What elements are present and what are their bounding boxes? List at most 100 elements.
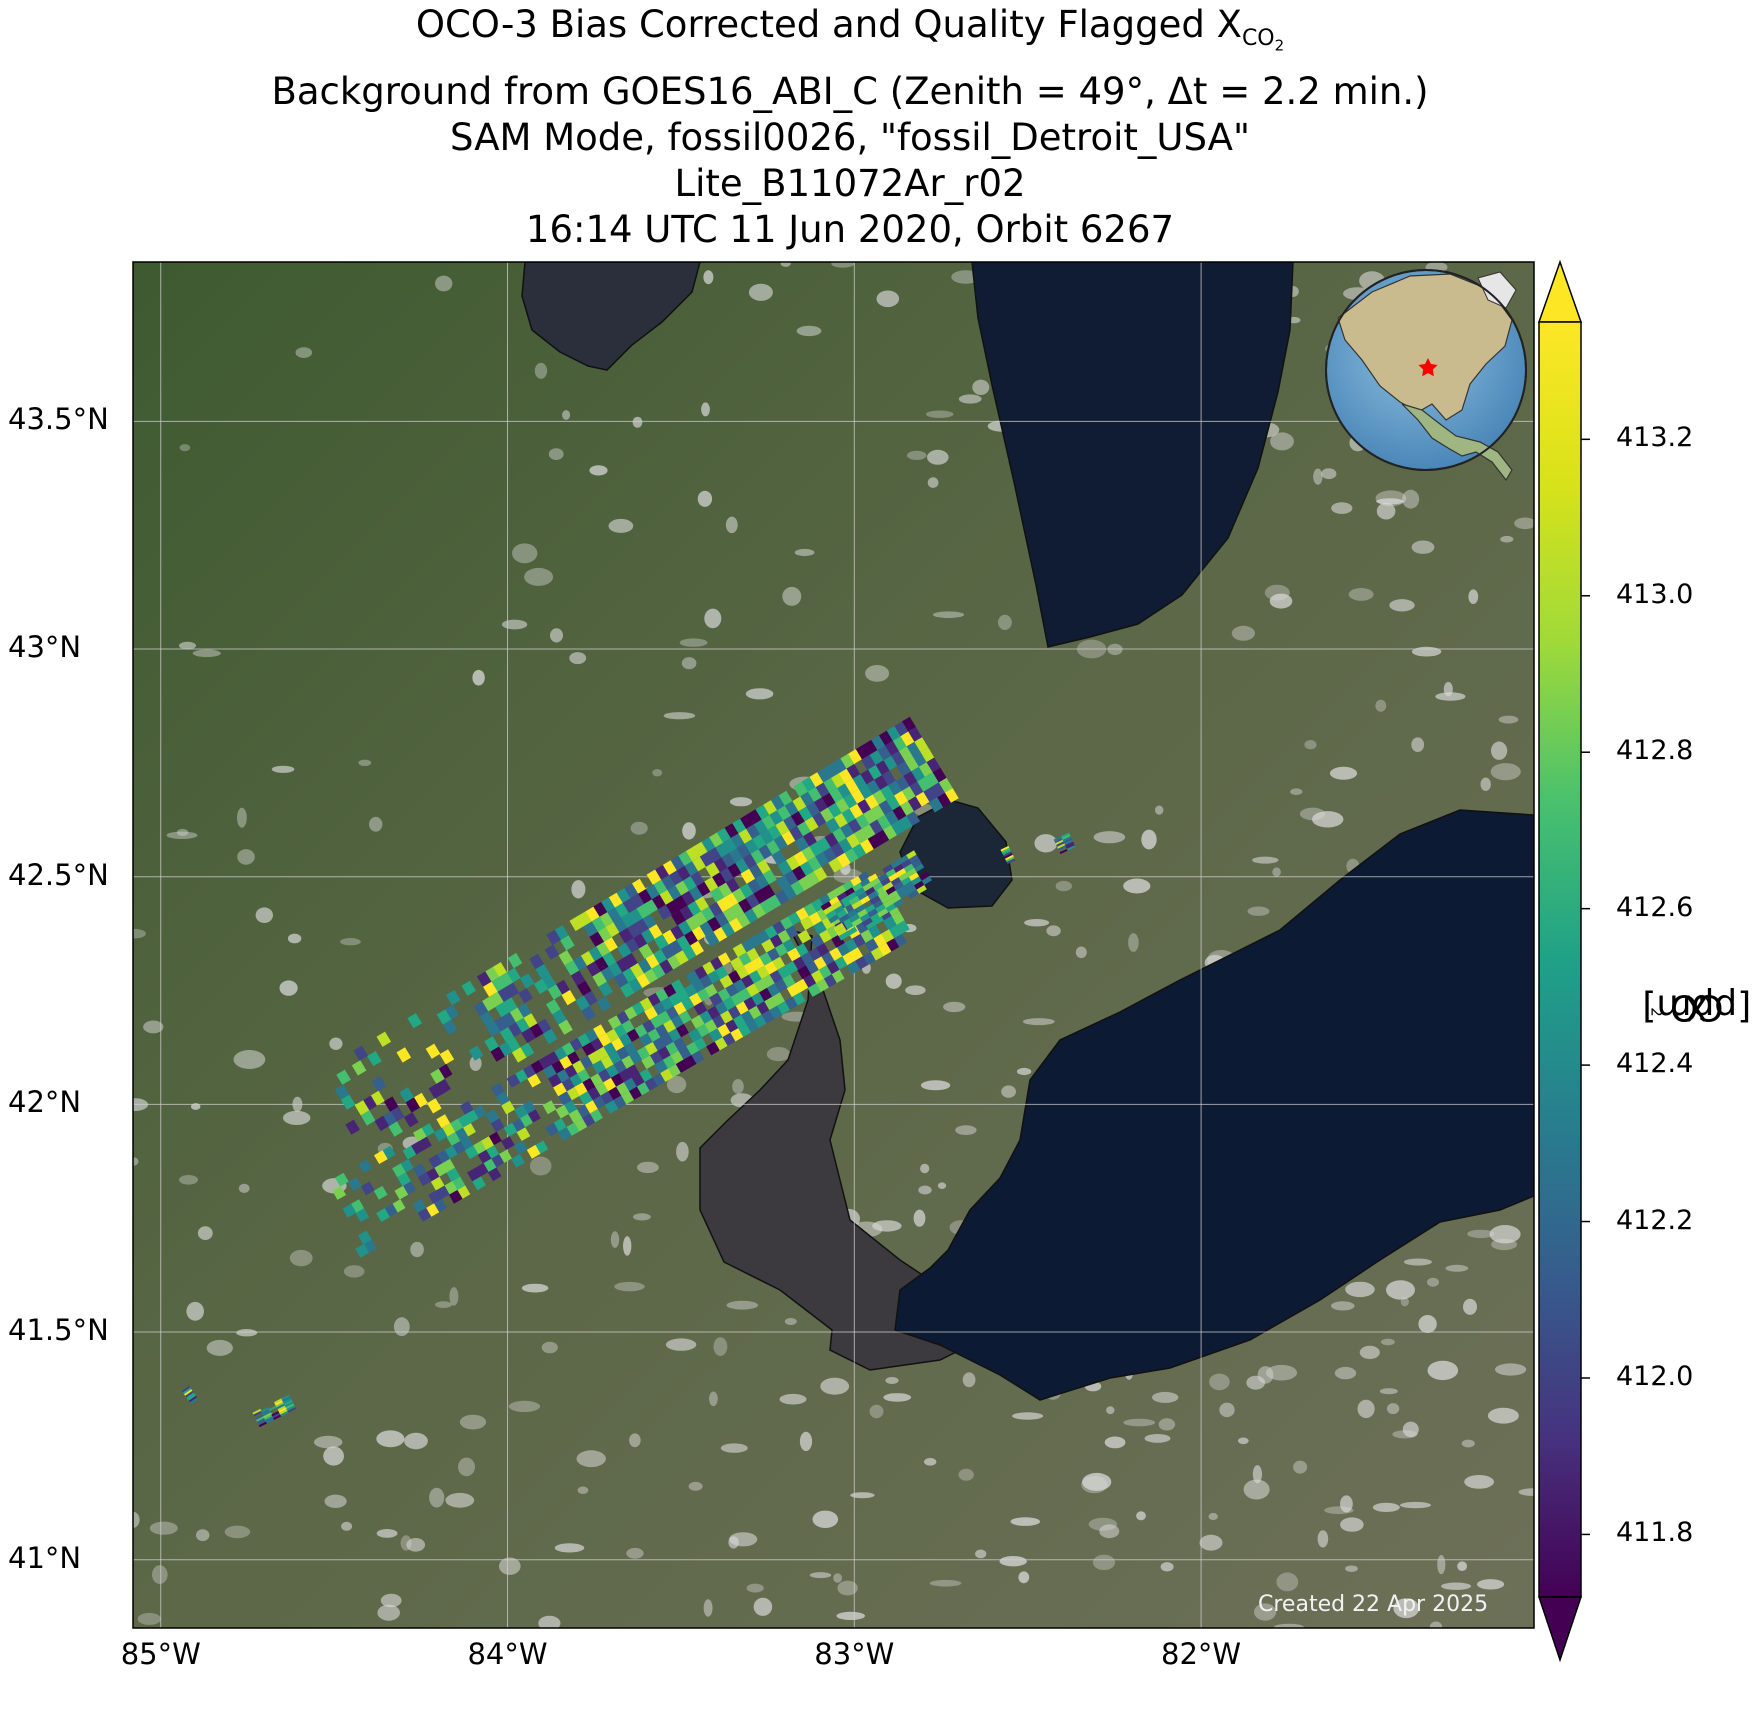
sounding-pixel bbox=[667, 939, 683, 956]
sounding-pixel bbox=[576, 980, 592, 996]
sounding-pixel bbox=[600, 897, 615, 913]
sounding-pixel bbox=[731, 888, 746, 904]
sounding-pixel bbox=[882, 755, 898, 771]
cloud-puff bbox=[1418, 1315, 1437, 1333]
sounding-pixel bbox=[629, 963, 644, 979]
sounding-pixel bbox=[846, 926, 858, 936]
sounding-pixel bbox=[860, 824, 876, 840]
sounding-pixel bbox=[900, 876, 912, 887]
cloud-puff bbox=[1334, 1366, 1357, 1380]
cloud-puff bbox=[314, 1435, 343, 1449]
sounding-pixel bbox=[861, 917, 873, 927]
title-line-5: 16:14 UTC 11 Jun 2020, Orbit 6267 bbox=[525, 207, 1175, 251]
lake-erie-west bbox=[699, 928, 982, 1371]
cloud-puff bbox=[688, 1481, 703, 1491]
sounding-pixel bbox=[692, 911, 708, 927]
cloud-puff bbox=[341, 1521, 353, 1531]
sounding-pixel bbox=[257, 1417, 266, 1424]
sounding-pixel bbox=[181, 1385, 191, 1393]
sounding-pixel bbox=[802, 831, 817, 847]
cloud-puff bbox=[726, 1300, 759, 1310]
cloud-puff bbox=[1022, 1018, 1055, 1026]
sounding-pixel bbox=[1066, 845, 1076, 851]
sounding-pixel bbox=[276, 1403, 286, 1410]
sounding-pixel bbox=[928, 797, 944, 813]
sounding-pixel bbox=[786, 983, 801, 997]
sounding-pixel bbox=[737, 898, 752, 914]
sounding-pixel bbox=[813, 920, 827, 935]
map-frame bbox=[132, 261, 1535, 1629]
cloud-puff bbox=[562, 410, 571, 420]
sounding-pixel bbox=[814, 782, 830, 798]
sounding-pixel bbox=[286, 1405, 296, 1411]
cloud-puff bbox=[1480, 777, 1491, 791]
cloud-puff bbox=[192, 649, 221, 658]
cloud-puff bbox=[1010, 1517, 1041, 1526]
cloud-puff bbox=[1034, 834, 1058, 853]
sounding-pixel bbox=[771, 850, 786, 866]
sounding-pixel bbox=[884, 903, 896, 913]
sounding-pixel bbox=[854, 887, 866, 897]
cloud-puff bbox=[1082, 1472, 1112, 1491]
sounding-pixel bbox=[851, 843, 867, 859]
sounding-pixel bbox=[518, 988, 533, 1004]
cloud-puff bbox=[679, 638, 708, 647]
sounding-pixel bbox=[647, 924, 663, 940]
sounding-pixel bbox=[893, 721, 909, 737]
cloud-puff bbox=[1160, 1562, 1174, 1572]
sounding-pixel bbox=[905, 811, 921, 827]
latitude-tick-label: 41.5°N bbox=[8, 1313, 109, 1348]
sounding-pixel bbox=[691, 856, 706, 872]
sounding-pixel bbox=[794, 836, 810, 852]
sounding-pixel bbox=[708, 1028, 723, 1042]
sounding-pixel bbox=[545, 1122, 559, 1137]
sounding-pixel bbox=[468, 1045, 484, 1061]
sounding-pixel bbox=[623, 883, 639, 899]
cloud-puff bbox=[701, 402, 710, 417]
sounding-pixel bbox=[522, 1013, 538, 1029]
cloud-puff bbox=[271, 765, 295, 773]
sounding-pixel bbox=[896, 761, 912, 777]
figure-title: OCO-3 Bias Corrected and Quality Flagged… bbox=[100, 2, 1600, 253]
colorbar-extend-top bbox=[1537, 259, 1583, 323]
sounding-pixel bbox=[446, 1132, 461, 1146]
sounding-pixel bbox=[272, 1412, 281, 1419]
cloud-puff bbox=[1386, 1280, 1415, 1300]
sounding-pixel bbox=[645, 884, 660, 900]
sounding-pixel bbox=[529, 1023, 544, 1039]
sounding-pixel bbox=[805, 801, 821, 818]
sounding-pixel bbox=[866, 834, 882, 850]
sounding-pixel bbox=[189, 1397, 199, 1405]
sounding-pixel bbox=[185, 1390, 194, 1398]
cloud-puff bbox=[133, 1157, 139, 1166]
sounding-pixel bbox=[905, 885, 917, 895]
cloud-puff bbox=[703, 270, 714, 285]
sounding-pixel bbox=[780, 830, 796, 846]
sounding-pixel bbox=[902, 771, 918, 787]
cloud-puff bbox=[1257, 1366, 1274, 1384]
cloud-puff bbox=[1247, 906, 1270, 916]
sounding-pixel bbox=[719, 974, 734, 989]
sounding-pixel bbox=[790, 811, 805, 827]
sounding-pixel bbox=[496, 987, 512, 1003]
sounding-pixel bbox=[761, 938, 775, 953]
sounding-pixel bbox=[866, 908, 878, 918]
sounding-pixel bbox=[496, 1091, 510, 1106]
sounding-pixel bbox=[758, 899, 774, 915]
cloud-puff bbox=[920, 1163, 930, 1174]
cloud-puff bbox=[1379, 1388, 1398, 1395]
cloud-puff bbox=[377, 1604, 401, 1621]
cloud-puff bbox=[376, 1430, 405, 1448]
inset-globe bbox=[1325, 269, 1527, 482]
sounding-pixel bbox=[746, 878, 762, 894]
cloud-puff bbox=[1427, 1360, 1459, 1381]
sounding-pixel bbox=[526, 1144, 541, 1159]
cloud-puff bbox=[283, 1110, 311, 1125]
sounding-pixel bbox=[892, 881, 904, 891]
sounding-pixel bbox=[273, 1414, 282, 1420]
sounding-pixel bbox=[654, 864, 669, 881]
cloud-puff bbox=[666, 1075, 687, 1094]
cloud-puff bbox=[746, 1583, 764, 1593]
sounding-pixel bbox=[1057, 845, 1067, 851]
